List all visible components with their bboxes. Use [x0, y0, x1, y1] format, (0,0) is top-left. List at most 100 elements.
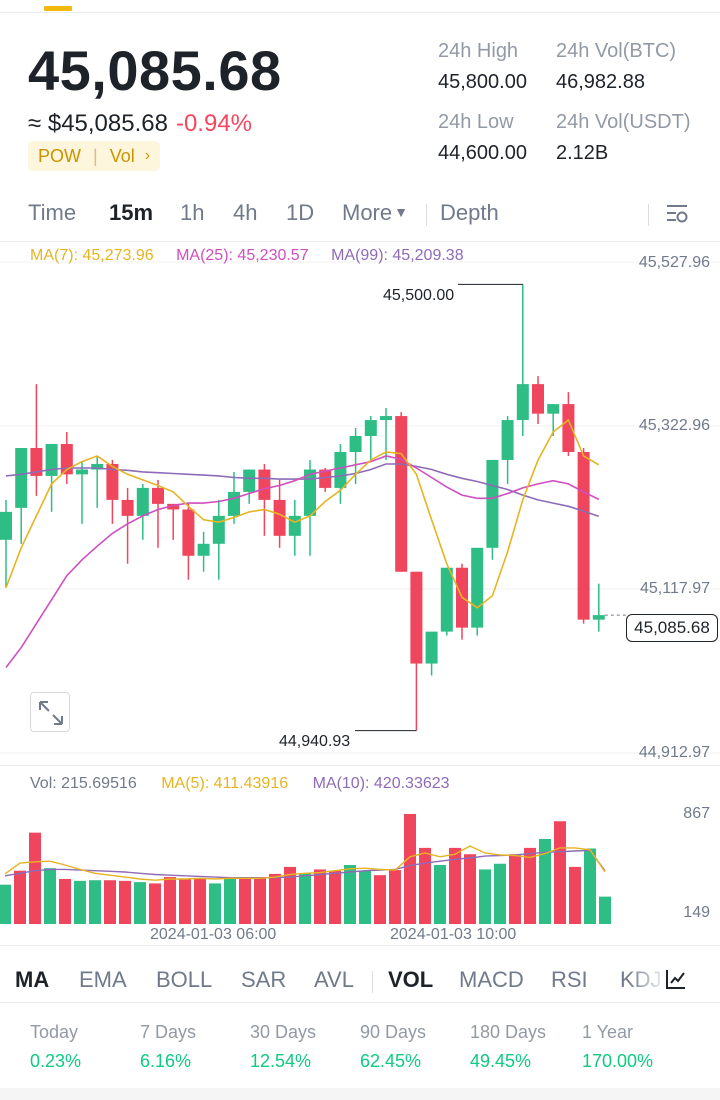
perf-value: 0.23%	[30, 1051, 82, 1071]
indicator-fade	[628, 955, 668, 1001]
volume-bar	[494, 863, 506, 924]
candle-down	[532, 384, 544, 414]
chart-settings-icon[interactable]	[664, 200, 690, 226]
stat-value: 44,600.00	[438, 142, 527, 164]
candle-down	[319, 469, 332, 488]
perf-1-year: 1 Year 170.00%	[582, 1022, 653, 1072]
stat-24h-high: 24h High 45,800.00	[438, 40, 527, 94]
price-axis-label: 45,322.96	[638, 417, 710, 434]
candle-down	[106, 463, 119, 500]
tag-vol[interactable]: Vol	[109, 145, 135, 166]
volume-bar	[224, 877, 236, 924]
volume-bar	[314, 869, 326, 924]
candle-up	[501, 420, 514, 460]
ma7-line	[5, 418, 600, 609]
indicator-ma[interactable]: MA	[15, 967, 50, 992]
ma99-legend: MA(99): 45,209.38	[331, 247, 464, 264]
price-axis-label: 45,117.97	[640, 580, 710, 597]
perf-90-days: 90 Days 62.45%	[360, 1022, 426, 1072]
indicator-avl[interactable]: AVL	[314, 967, 354, 992]
volume-bar	[29, 832, 41, 924]
vol-legend: Vol: 215.69516	[30, 775, 137, 792]
indicator-ema[interactable]: EMA	[79, 967, 127, 992]
vol-ma5-legend: MA(5): 411.43916	[161, 775, 289, 792]
indicator-separator	[372, 971, 373, 993]
stat-label: 24h High	[438, 40, 519, 62]
price-axis-label: 45,527.96	[638, 254, 710, 271]
tab-1d[interactable]: 1D	[286, 200, 315, 225]
volume-bar	[209, 883, 221, 924]
performance-row: Today 0.23% 7 Days 6.16% 30 Days 12.54% …	[0, 1010, 720, 1086]
tab-time[interactable]: Time	[28, 200, 77, 225]
top-divider	[0, 12, 720, 13]
price-chart[interactable]	[0, 240, 720, 940]
volume-bar	[149, 883, 161, 924]
candle-up	[592, 615, 605, 620]
volume-bar	[449, 847, 461, 924]
candle-up	[334, 451, 347, 488]
indicator-rsi[interactable]: RSI	[551, 967, 588, 992]
tag-pow[interactable]: POW	[38, 145, 81, 166]
indicator-settings-icon[interactable]	[664, 967, 688, 991]
candle-up	[364, 420, 377, 437]
indicator-boll[interactable]: BOLL	[156, 967, 213, 992]
volume-bar	[194, 878, 206, 924]
bottom-bar	[0, 1088, 720, 1100]
stat-label: 24h Vol(BTC)	[556, 40, 677, 62]
candle-up	[243, 469, 256, 492]
price-change: -0.94%	[175, 110, 253, 137]
perf-value: 12.54%	[250, 1051, 312, 1071]
volume-divider	[0, 765, 720, 766]
vol-ma5-line	[4, 845, 606, 881]
high-price-marker: 45,500.00	[383, 287, 455, 304]
tab-more[interactable]: More ▼	[342, 200, 408, 226]
caret-down-icon: ▼	[394, 204, 408, 220]
active-tab-indicator	[44, 6, 72, 11]
perf-label: 1 Year	[582, 1022, 634, 1042]
volume-bar	[599, 896, 611, 924]
candle-down	[152, 487, 164, 504]
candle-up	[76, 469, 88, 475]
stat-label: 24h Low	[438, 111, 514, 133]
expand-icon	[39, 701, 63, 725]
candle-up	[486, 459, 499, 548]
indicator-vol[interactable]: VOL	[388, 967, 434, 992]
candle-up	[136, 487, 149, 516]
candle-down	[30, 447, 43, 476]
candle-down	[258, 469, 271, 500]
tag-separator: |	[93, 145, 98, 166]
tag-chips[interactable]: POW | Vol ›	[28, 141, 161, 171]
candle-up	[425, 631, 438, 664]
usd-price: ≈ $45,085.68	[28, 110, 168, 137]
tab-1h[interactable]: 1h	[180, 200, 205, 225]
tab-depth[interactable]: Depth	[440, 200, 499, 225]
chart-top-divider	[0, 241, 720, 242]
stat-24h-vol-usdt: 24h Vol(USDT) 2.12B	[556, 111, 691, 165]
candle-down	[577, 451, 590, 620]
indicator-sar[interactable]: SAR	[241, 967, 287, 992]
ma25-line	[5, 455, 600, 668]
candle-up	[0, 511, 12, 540]
ma-legend: MA(7): 45,273.96 MA(25): 45,230.57 MA(99…	[30, 247, 482, 265]
candle-down	[395, 416, 408, 572]
volume-bar	[434, 865, 446, 924]
performance-divider	[0, 1002, 720, 1003]
volume-bar	[164, 877, 176, 924]
perf-label: 30 Days	[250, 1022, 317, 1042]
volume-bar	[299, 873, 311, 924]
candle-down	[182, 509, 195, 556]
volume-bar	[14, 870, 26, 924]
volume-bar	[539, 838, 551, 924]
expand-chart-button[interactable]	[30, 692, 70, 732]
current-price-tag: 45,085.68	[626, 614, 718, 642]
stat-24h-vol-btc: 24h Vol(BTC) 46,982.88	[556, 40, 676, 94]
tab-4h[interactable]: 4h	[233, 200, 258, 225]
tab-15m[interactable]: 15m	[109, 200, 154, 225]
perf-value: 6.16%	[140, 1051, 192, 1071]
stat-label: 24h Vol(USDT)	[556, 111, 691, 133]
candle-up	[304, 469, 316, 516]
candle-up	[197, 543, 210, 556]
perf-label: 180 Days	[470, 1022, 547, 1042]
vol-axis-label: 867	[683, 805, 710, 822]
indicator-macd[interactable]: MACD	[459, 967, 524, 992]
